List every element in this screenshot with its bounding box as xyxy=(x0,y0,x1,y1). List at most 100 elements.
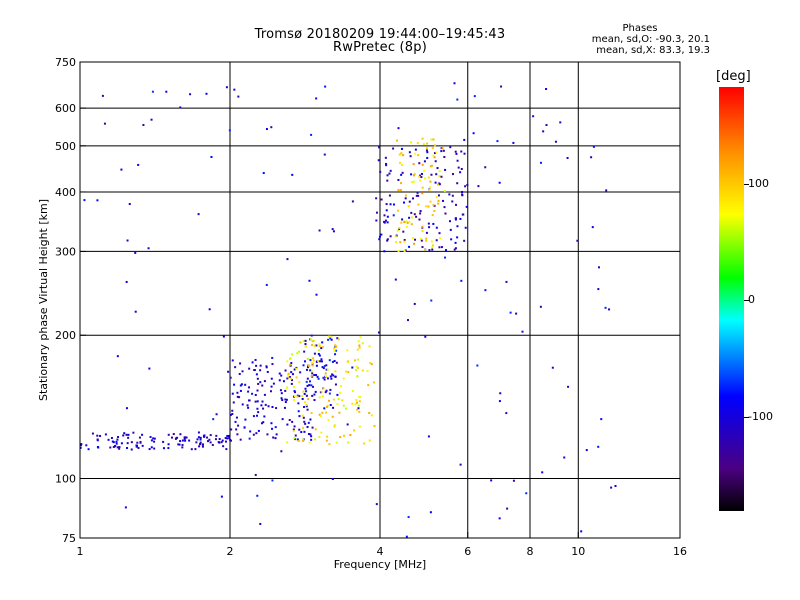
data-point xyxy=(404,197,407,200)
data-point xyxy=(334,370,337,373)
data-point xyxy=(174,437,177,440)
data-point xyxy=(297,410,300,413)
phase-stats-header: Phases xyxy=(622,23,658,34)
data-point xyxy=(306,425,309,428)
data-point xyxy=(296,438,299,441)
data-point xyxy=(271,427,274,430)
data-point xyxy=(272,382,275,385)
data-point xyxy=(351,200,354,203)
data-point xyxy=(313,399,316,402)
data-point xyxy=(114,445,117,448)
data-point xyxy=(280,392,283,395)
data-point xyxy=(217,441,220,444)
data-point xyxy=(302,439,305,442)
data-point xyxy=(263,380,266,383)
data-point xyxy=(296,352,299,355)
data-point xyxy=(373,381,376,384)
data-point xyxy=(351,366,354,369)
y-tick-label: 600 xyxy=(55,102,76,115)
data-point xyxy=(289,357,292,360)
data-point xyxy=(241,403,244,406)
data-point xyxy=(455,217,458,220)
data-point xyxy=(429,200,432,203)
data-point xyxy=(332,406,335,409)
data-point xyxy=(288,363,291,366)
data-point xyxy=(384,219,387,222)
data-point xyxy=(349,434,352,437)
data-point xyxy=(499,392,502,395)
data-point xyxy=(87,448,90,451)
data-point xyxy=(427,176,430,179)
data-point xyxy=(435,151,438,154)
data-point xyxy=(284,369,287,372)
data-point xyxy=(214,438,217,441)
data-point xyxy=(432,222,435,225)
y-tick-label: 750 xyxy=(55,56,76,69)
data-point xyxy=(237,95,240,98)
data-point xyxy=(369,361,372,364)
data-point xyxy=(437,202,440,205)
data-point xyxy=(592,145,595,148)
data-point xyxy=(459,217,462,220)
data-point xyxy=(308,364,311,367)
data-point xyxy=(153,440,156,443)
data-point xyxy=(260,404,263,407)
data-point xyxy=(331,360,334,363)
data-point xyxy=(228,129,231,132)
colorbar-label: -100 xyxy=(748,410,773,423)
data-point xyxy=(400,152,403,155)
data-point xyxy=(236,433,239,436)
data-point xyxy=(305,394,308,397)
data-point xyxy=(505,412,508,415)
data-point xyxy=(353,429,356,432)
data-point xyxy=(355,398,358,401)
data-point xyxy=(330,377,333,380)
data-point xyxy=(400,221,403,224)
data-point xyxy=(234,420,237,423)
data-point xyxy=(209,441,212,444)
data-point xyxy=(299,371,302,374)
data-point xyxy=(326,377,329,380)
data-point xyxy=(310,133,313,136)
data-point xyxy=(397,189,400,192)
data-point xyxy=(321,395,324,398)
data-point xyxy=(302,390,305,393)
data-point xyxy=(405,220,408,223)
data-point xyxy=(437,183,440,186)
data-point xyxy=(152,437,155,440)
data-point xyxy=(385,164,388,167)
data-point xyxy=(329,375,332,378)
data-point xyxy=(308,279,311,282)
data-point xyxy=(249,430,252,433)
data-point xyxy=(420,172,423,175)
data-point xyxy=(287,372,290,375)
data-point xyxy=(463,239,466,242)
data-point xyxy=(460,150,463,153)
data-point xyxy=(136,441,139,444)
data-point xyxy=(265,128,268,131)
data-point xyxy=(460,279,463,282)
data-point xyxy=(346,423,349,426)
data-point xyxy=(116,438,119,441)
data-point xyxy=(225,86,228,89)
data-point xyxy=(566,156,569,159)
data-point xyxy=(311,340,314,343)
data-point xyxy=(226,435,229,438)
data-point xyxy=(302,426,305,429)
data-point xyxy=(303,392,306,395)
data-point xyxy=(330,338,333,341)
data-point xyxy=(307,366,310,369)
data-point xyxy=(466,183,469,186)
data-point xyxy=(311,385,314,388)
data-point xyxy=(99,434,102,437)
data-point xyxy=(130,448,133,451)
data-point xyxy=(408,220,411,223)
data-point xyxy=(165,90,168,93)
data-point xyxy=(334,353,337,356)
data-point xyxy=(197,436,200,439)
data-point xyxy=(324,85,327,88)
data-point xyxy=(229,414,232,417)
data-point xyxy=(286,387,289,390)
data-point xyxy=(305,368,308,371)
